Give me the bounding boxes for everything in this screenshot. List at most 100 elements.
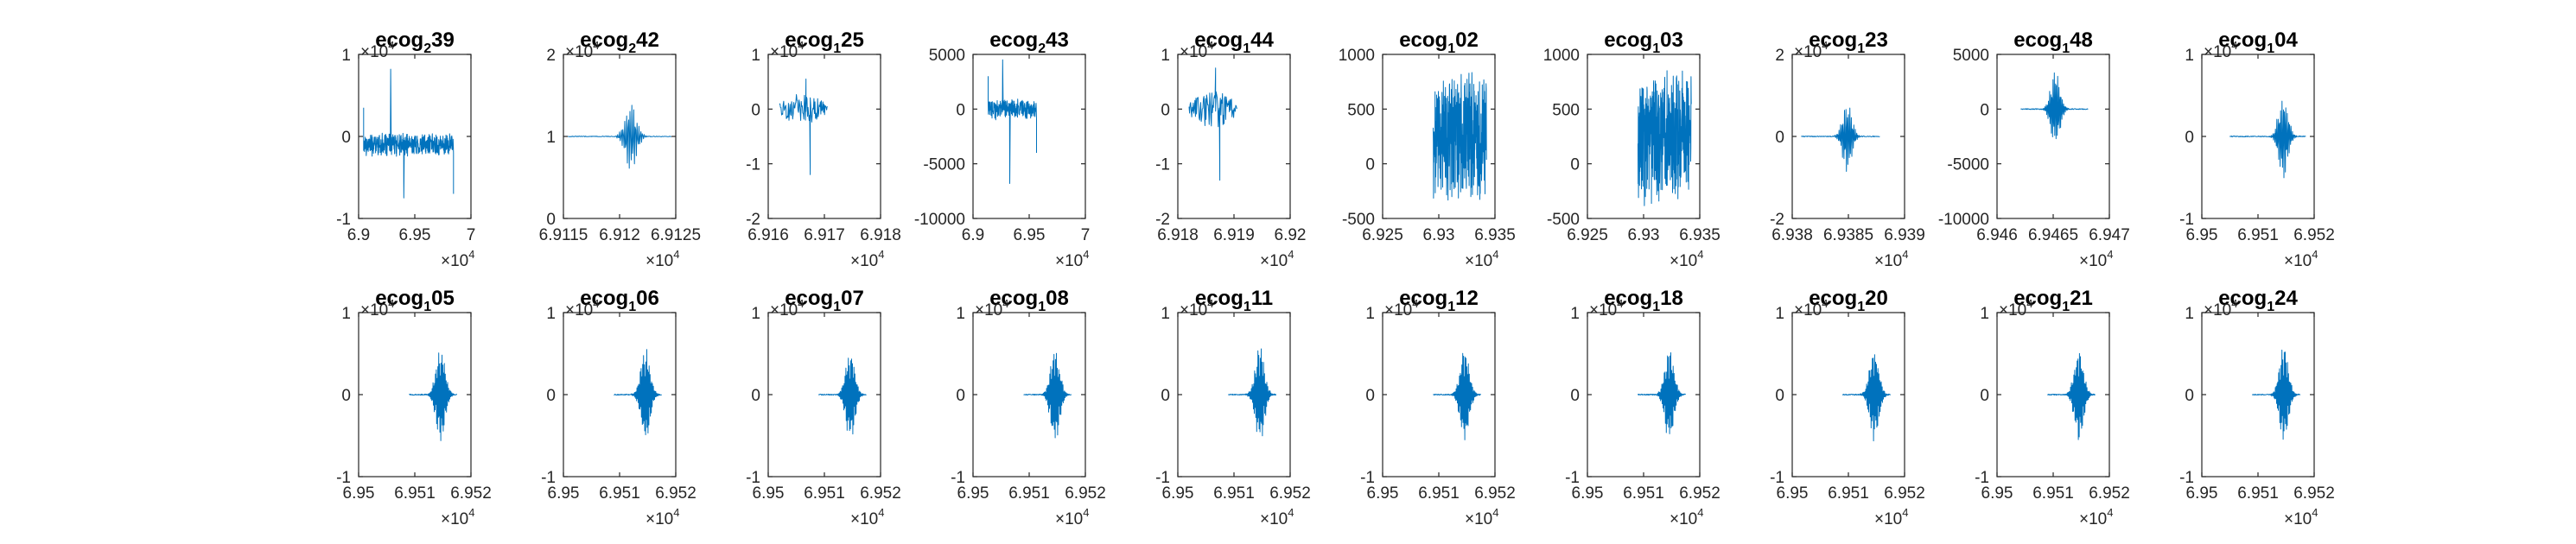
x-tick-label: 6.939	[1884, 226, 1925, 244]
y-tick-label: 1	[546, 305, 556, 323]
title-suffix: 03	[1660, 28, 1683, 52]
y-axis-multiplier: ×104	[2204, 297, 2237, 319]
x-axis-multiplier: ×104	[441, 506, 474, 528]
y-tick-label: -1	[1155, 469, 1170, 487]
subplot-title: ecog121	[2013, 287, 2093, 314]
title-base: ecog	[580, 287, 628, 310]
title-subscript: 1	[1038, 300, 1046, 314]
x-tick-label: 6.95	[1572, 484, 1604, 503]
y-tick-label: 0	[1161, 101, 1170, 119]
title-subscript: 2	[628, 41, 636, 56]
y-tick-label: -1	[336, 469, 351, 487]
y-tick-label: 0	[1161, 387, 1170, 405]
y-axis-multiplier: ×104	[360, 297, 394, 319]
x-axis-multiplier: ×104	[1874, 506, 1908, 528]
y-tick-label: 0	[341, 387, 351, 405]
title-suffix: 05	[431, 287, 455, 310]
y-tick-label: 0	[2185, 387, 2194, 405]
title-suffix: 06	[636, 287, 659, 310]
x-tick-label: 6.93	[1423, 226, 1455, 244]
y-tick-label: 0	[956, 101, 965, 119]
x-axis-multiplier: ×104	[1465, 506, 1498, 528]
title-suffix: 21	[2070, 287, 2093, 310]
x-tick-label: 6.93	[1628, 226, 1660, 244]
signal-trace	[1188, 67, 1237, 181]
signal-trace	[2252, 349, 2301, 440]
x-tick-label: 6.935	[1679, 226, 1721, 244]
axes-box	[1177, 54, 1291, 219]
title-subscript: 1	[1857, 41, 1865, 56]
x-tick-label: 6.952	[1474, 484, 1516, 503]
y-tick-label: 0	[1980, 387, 1989, 405]
x-tick-label: 6.95	[1162, 484, 1194, 503]
x-axis-multiplier: ×104	[441, 248, 474, 270]
x-tick-label: 6.95	[1777, 484, 1809, 503]
x-axis-multiplier: ×104	[1260, 506, 1294, 528]
y-tick-label: 0	[546, 211, 556, 229]
x-tick-label: 6.9125	[651, 226, 701, 244]
y-tick-label: 5000	[929, 47, 965, 65]
signal-trace	[779, 79, 828, 175]
x-tick-label: 6.925	[1362, 226, 1403, 244]
y-tick-label: -1	[1975, 469, 1989, 487]
y-tick-label: 1	[1365, 305, 1375, 323]
title-subscript: 1	[2062, 300, 2070, 314]
subplot-title: ecog123	[1809, 28, 1888, 56]
y-tick-label: 5000	[1953, 47, 1989, 65]
title-suffix: 20	[1865, 287, 1888, 310]
y-axis-multiplier: ×104	[770, 297, 804, 319]
y-tick-label: 1	[2185, 305, 2194, 323]
title-subscript: 1	[2267, 300, 2274, 314]
y-tick-label: 0	[751, 101, 760, 119]
signal-trace	[1023, 352, 1072, 439]
x-tick-label: 6.952	[2089, 484, 2130, 503]
title-suffix: 02	[1455, 28, 1479, 52]
title-base: ecog	[989, 28, 1038, 52]
y-tick-label: 0	[751, 387, 760, 405]
subplot-title: ecog105	[375, 287, 455, 314]
title-subscript: 1	[1447, 300, 1455, 314]
y-axis-multiplier: ×104	[770, 39, 804, 61]
x-tick-label: 6.951	[599, 484, 640, 503]
x-tick-label: 6.95	[2186, 484, 2218, 503]
x-axis-multiplier: ×104	[850, 248, 884, 270]
y-tick-label: -1	[541, 469, 556, 487]
x-tick-label: 6.9385	[1823, 226, 1873, 244]
y-tick-label: -1	[1565, 469, 1580, 487]
signal-trace	[363, 68, 455, 199]
x-axis-multiplier: ×104	[646, 248, 679, 270]
title-subscript: 1	[423, 300, 431, 314]
signal-trace	[1801, 107, 1880, 172]
signal-trace	[1228, 348, 1277, 437]
y-tick-label: -1	[336, 211, 351, 229]
signal-trace	[409, 352, 458, 441]
signal-trace	[1433, 352, 1482, 440]
title-base: ecog	[1604, 287, 1652, 310]
subplot-title: ecog104	[2218, 28, 2298, 56]
y-tick-label: 1	[751, 305, 760, 323]
x-tick-label: 6.912	[599, 226, 640, 244]
subplot-title: ecog118	[1604, 287, 1683, 314]
y-tick-label: 1	[1570, 305, 1580, 323]
signal-trace	[2020, 72, 2089, 140]
x-tick-label: 7	[1081, 226, 1091, 244]
signal-trace	[2229, 100, 2306, 179]
title-suffix: 25	[841, 28, 864, 52]
x-tick-label: 6.9	[347, 226, 370, 244]
y-tick-label: -5000	[1947, 156, 1989, 174]
x-axis-multiplier: ×104	[1874, 248, 1908, 270]
y-tick-label: 2	[1775, 47, 1784, 65]
y-tick-label: 2	[546, 47, 556, 65]
x-tick-label: 6.935	[1474, 226, 1516, 244]
subplot-ecog2-43: ecog243 6.9 6.95 7 5000 0 -5000 -10000 ×104	[914, 28, 1090, 270]
y-tick-label: 1000	[1339, 47, 1375, 65]
title-base: ecog	[1604, 28, 1652, 52]
title-subscript: 1	[833, 41, 841, 56]
x-axis-multiplier: ×104	[2079, 506, 2113, 528]
y-tick-label: -500	[1342, 211, 1375, 229]
title-base: ecog	[989, 287, 1038, 310]
